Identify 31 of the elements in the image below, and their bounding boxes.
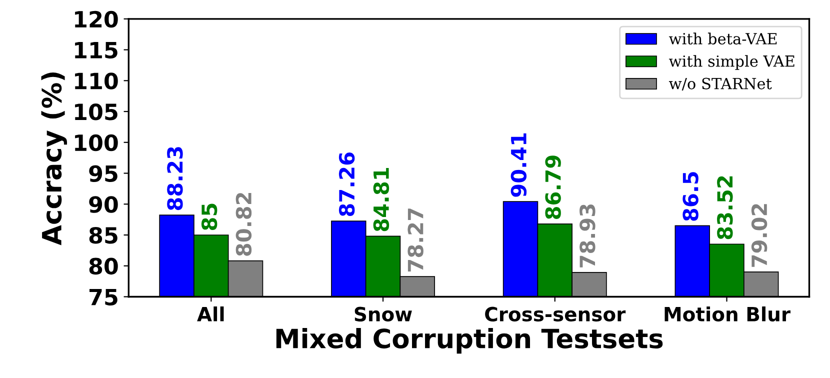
data-label: 86.79 bbox=[545, 156, 561, 219]
x-tick-label: All bbox=[197, 306, 224, 322]
data-label: 78.93 bbox=[580, 204, 596, 268]
data-label: 87.26 bbox=[338, 152, 355, 216]
y-tick-label: 105 bbox=[75, 103, 118, 120]
y-tick-label: 85 bbox=[89, 226, 118, 244]
data-label: 86.5 bbox=[682, 172, 698, 221]
y-tick-label: 95 bbox=[89, 165, 118, 182]
data-label: 78.27 bbox=[408, 208, 424, 272]
x-tick-label: Snow bbox=[354, 306, 412, 322]
y-tick-label: 75 bbox=[89, 288, 118, 306]
data-label: 90.41 bbox=[510, 133, 527, 197]
data-label: 84.81 bbox=[373, 168, 390, 232]
y-tick-label: 100 bbox=[75, 134, 118, 152]
y-tick-label: 120 bbox=[75, 10, 118, 28]
data-label: 83.52 bbox=[717, 176, 733, 240]
x-tick-label: Motion Blur bbox=[664, 306, 790, 322]
data-label: 85 bbox=[201, 204, 218, 230]
legend-label: with beta-VAE bbox=[668, 32, 777, 44]
y-tick-label: 80 bbox=[89, 258, 118, 275]
x-axis-title: Mixed Corruption Testsets bbox=[276, 328, 663, 354]
x-tick-label: Cross-sensor bbox=[485, 306, 626, 322]
y-axis-title: Accracy (%) bbox=[41, 72, 67, 246]
y-tick-label: 110 bbox=[75, 72, 118, 90]
legend-label: with simple VAE bbox=[668, 55, 794, 70]
data-label: 79.02 bbox=[751, 204, 768, 267]
y-tick-label: 115 bbox=[75, 42, 118, 59]
legend-label: w/o STARNet bbox=[668, 78, 772, 91]
data-label: 88.23 bbox=[167, 147, 183, 210]
y-tick-label: 90 bbox=[89, 196, 118, 213]
data-label: 80.82 bbox=[236, 193, 252, 256]
